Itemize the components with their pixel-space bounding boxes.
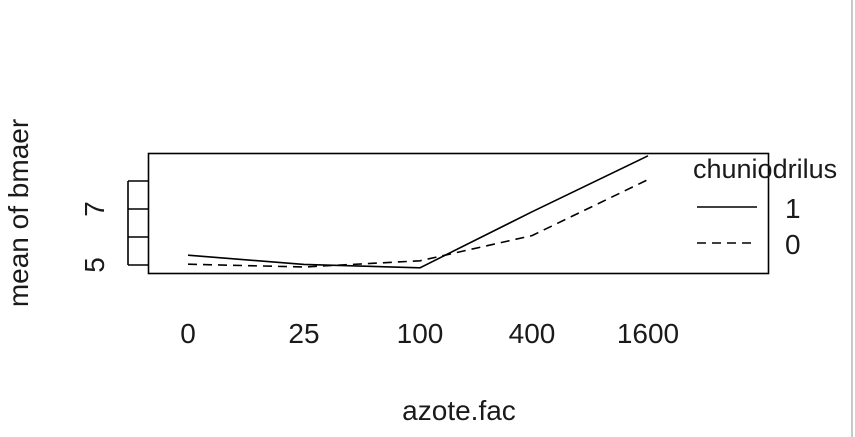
x-axis-label: azote.fac [402, 395, 516, 426]
x-tick-label: 400 [509, 318, 556, 349]
y-axis-label: mean of bmaer [3, 119, 34, 307]
x-tick-label: 0 [180, 318, 196, 349]
x-tick-label: 100 [397, 318, 444, 349]
legend: chuniodrilus 1 0 [693, 154, 837, 260]
x-axis: 0 25 100 400 1600 [180, 318, 679, 349]
series-layer [187, 155, 649, 269]
x-tick-label: 1600 [617, 318, 679, 349]
y-axis: 57 [79, 180, 148, 273]
plot-frame [147, 152, 770, 275]
series-line-1 [187, 178, 649, 268]
x-tick-label: 25 [288, 318, 319, 349]
legend-label: 1 [785, 193, 801, 224]
y-tick-label: 5 [79, 257, 110, 273]
y-tick-label: 7 [79, 201, 110, 217]
legend-label: 0 [785, 229, 801, 260]
series-line-0 [187, 155, 649, 269]
legend-title: chuniodrilus [693, 154, 837, 184]
